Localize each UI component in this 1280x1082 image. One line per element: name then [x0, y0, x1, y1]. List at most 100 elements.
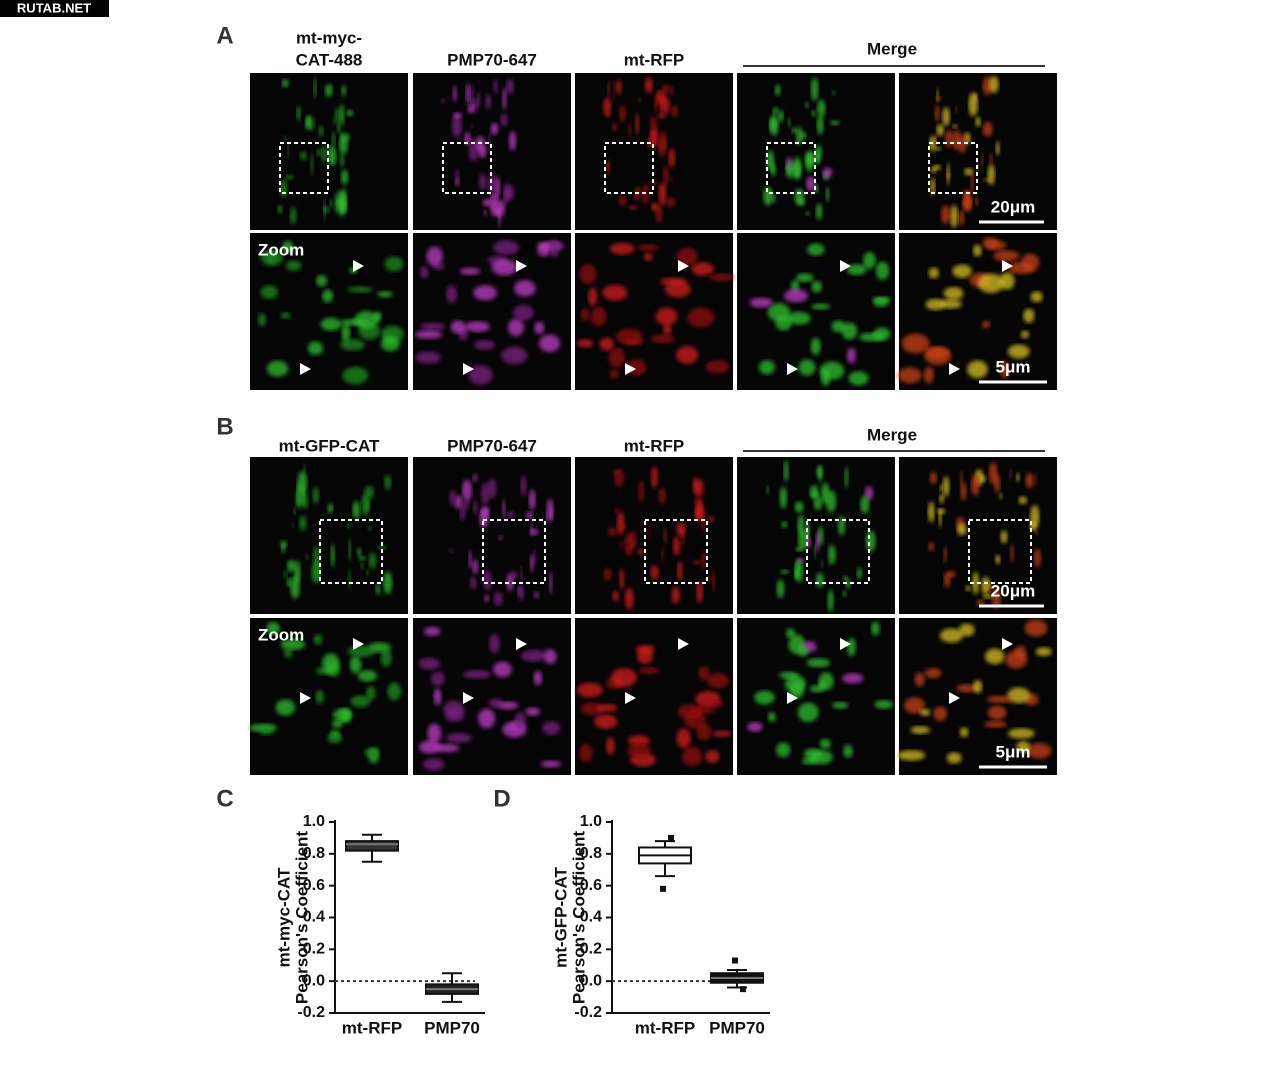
panel-label: A [216, 22, 233, 49]
signal [384, 256, 404, 272]
signal [914, 672, 925, 687]
signal [341, 169, 349, 186]
signal [474, 340, 496, 350]
arrowhead [787, 692, 798, 704]
signal [776, 579, 785, 599]
signal [695, 497, 704, 520]
signal [266, 249, 276, 264]
signal [749, 297, 773, 308]
x-tick-label: PMP70 [709, 1018, 765, 1037]
signal [655, 307, 678, 326]
arrowhead [625, 363, 636, 375]
signal [638, 480, 645, 503]
signal [305, 553, 309, 560]
signal [763, 186, 773, 206]
signal [901, 333, 930, 354]
signal [318, 125, 324, 137]
signal [960, 481, 967, 501]
signal [974, 196, 979, 206]
signal [446, 285, 457, 304]
signal [331, 131, 336, 150]
signal [663, 527, 667, 544]
watermark-bg [0, 0, 109, 17]
signal [643, 252, 653, 261]
y-axis-label: mt-myc-CAT [274, 867, 293, 967]
signal [283, 570, 288, 579]
signal [384, 474, 392, 491]
signal [277, 205, 283, 214]
signal [525, 707, 541, 716]
signal [615, 79, 622, 95]
signal [1034, 548, 1041, 568]
signal [958, 623, 975, 637]
zoom-region [968, 519, 1032, 584]
signal [1018, 496, 1028, 505]
signal [418, 657, 441, 670]
signal [1016, 740, 1031, 753]
signal [815, 572, 824, 588]
y-axis-label: mt-GFP-CAT [551, 867, 570, 968]
signal [501, 346, 528, 365]
signal [481, 482, 489, 507]
signal [387, 682, 402, 701]
signal [708, 516, 715, 523]
signal [483, 570, 492, 591]
signal [479, 508, 489, 529]
signal [815, 531, 820, 553]
signal [810, 492, 820, 498]
y-tick-label: 0.0 [303, 972, 325, 989]
y-tick-label: 0.4 [580, 909, 602, 926]
signal [548, 239, 560, 258]
signal [293, 507, 296, 516]
signal [798, 359, 816, 376]
arrowhead [516, 638, 527, 650]
signal [925, 298, 946, 311]
signal [928, 542, 935, 551]
signal [305, 115, 311, 129]
signal [434, 743, 460, 753]
signal [981, 320, 991, 329]
signal [947, 571, 956, 578]
signal [283, 135, 288, 142]
signal [348, 538, 352, 562]
signal [984, 648, 1005, 665]
signal [611, 122, 618, 132]
signal [687, 307, 715, 328]
signal [950, 204, 959, 228]
signal [820, 560, 823, 568]
signal [653, 92, 657, 116]
signal [669, 175, 674, 183]
signal [810, 77, 819, 102]
signal [521, 649, 547, 662]
signal [946, 752, 962, 764]
signal [676, 345, 699, 365]
signal [332, 116, 335, 126]
signal [873, 297, 889, 307]
signal [528, 489, 536, 511]
signal [498, 535, 503, 541]
signal [984, 720, 1007, 728]
y-tick-label: 0.8 [580, 845, 602, 862]
signal [970, 170, 974, 193]
signal [497, 205, 502, 228]
zoom-region [442, 142, 492, 194]
signal [982, 594, 993, 599]
y-tick-label: -0.2 [297, 1004, 325, 1021]
signal [939, 484, 943, 492]
signal [837, 515, 846, 536]
signal [676, 728, 691, 749]
signal [330, 543, 335, 568]
column-header: mt-RFP [624, 50, 684, 69]
signal [487, 174, 498, 194]
signal [964, 167, 974, 176]
signal [325, 83, 333, 98]
signal [618, 195, 627, 206]
zoom-region [644, 519, 708, 584]
signal [579, 264, 597, 284]
signal [897, 750, 926, 761]
signal [627, 121, 632, 139]
signal [811, 280, 822, 293]
signal [606, 112, 610, 117]
signal [364, 486, 375, 499]
signal [813, 542, 816, 560]
